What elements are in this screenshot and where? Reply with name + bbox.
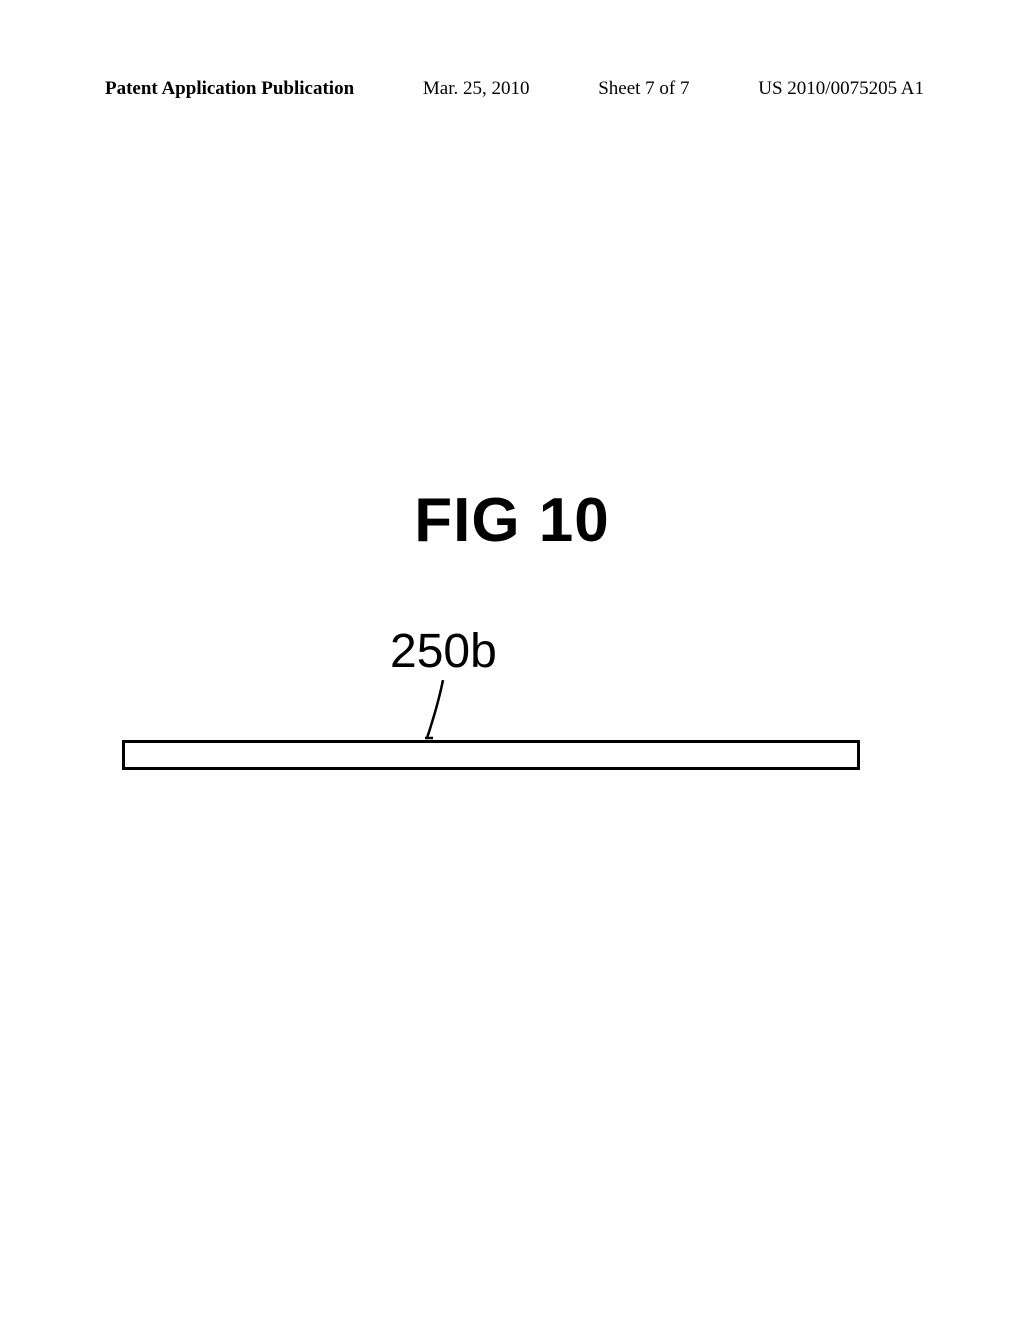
- publication-date: Mar. 25, 2010: [423, 78, 530, 100]
- page-header: Patent Application Publication Mar. 25, …: [0, 78, 1024, 100]
- figure-bar: [122, 740, 860, 770]
- leader-curve: [427, 680, 443, 738]
- patent-number: US 2010/0075205 A1: [758, 78, 924, 100]
- leader-line: [425, 680, 465, 742]
- publication-label: Patent Application Publication: [105, 78, 354, 100]
- sheet-number: Sheet 7 of 7: [598, 78, 689, 100]
- reference-numeral: 250b: [390, 624, 497, 679]
- figure-title: FIG 10: [0, 485, 1024, 556]
